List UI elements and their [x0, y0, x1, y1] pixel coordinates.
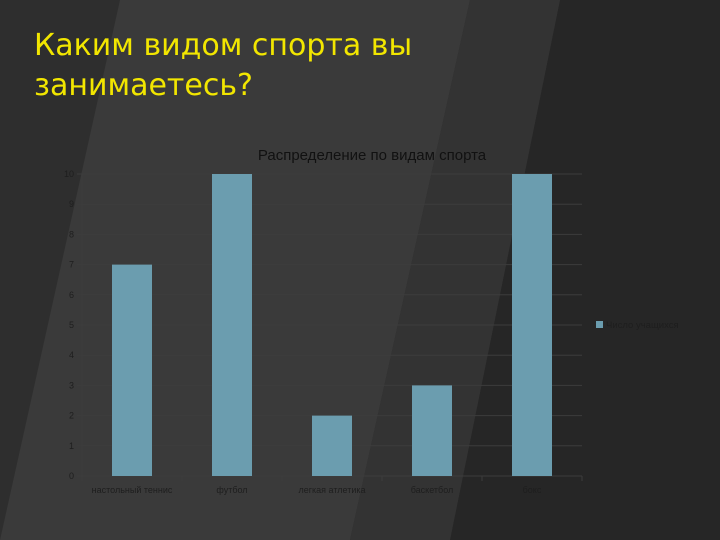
category-label: легкая атлетика: [298, 485, 365, 495]
category-label: баскетбол: [411, 485, 454, 495]
category-label: настольный теннис: [92, 485, 173, 495]
y-tick-label: 9: [69, 199, 74, 209]
legend-label: Число учащихся: [606, 320, 679, 331]
background-stripe: [350, 0, 560, 540]
bar: [212, 174, 252, 476]
bar: [512, 174, 552, 476]
y-tick-label: 5: [69, 320, 74, 330]
y-tick-label: 4: [69, 350, 74, 360]
category-label: бокс: [523, 485, 542, 495]
y-tick-label: 1: [69, 441, 74, 451]
y-tick-label: 7: [69, 260, 74, 270]
y-tick-label: 3: [69, 380, 74, 390]
legend-swatch: [596, 321, 603, 328]
slide-title-line-1: Каким видом спорта вы: [34, 28, 413, 63]
bar: [412, 385, 452, 476]
y-tick-label: 2: [69, 411, 74, 421]
chart-legend: Число учащихся: [596, 320, 679, 331]
x-axis-categories: настольный теннис футбол легкая атлетика ба…: [92, 485, 542, 495]
y-tick-label: 8: [69, 229, 74, 239]
chart-title: Распределение по видам спорта: [258, 147, 487, 164]
slide-title: Каким видом спорта вы занимаетесь?: [34, 26, 594, 106]
bar: [112, 264, 152, 476]
chart-bars: [112, 174, 552, 476]
y-tick-label: 0: [69, 471, 74, 481]
y-tick-label: 10: [64, 169, 74, 179]
slide-title-line-2: занимаетесь?: [34, 68, 253, 103]
bar: [312, 415, 352, 476]
y-axis-ticks: 0 1 2 3 4 5 6 7 8 9 10: [64, 169, 74, 481]
category-label: футбол: [216, 485, 247, 495]
y-tick-label: 6: [69, 290, 74, 300]
